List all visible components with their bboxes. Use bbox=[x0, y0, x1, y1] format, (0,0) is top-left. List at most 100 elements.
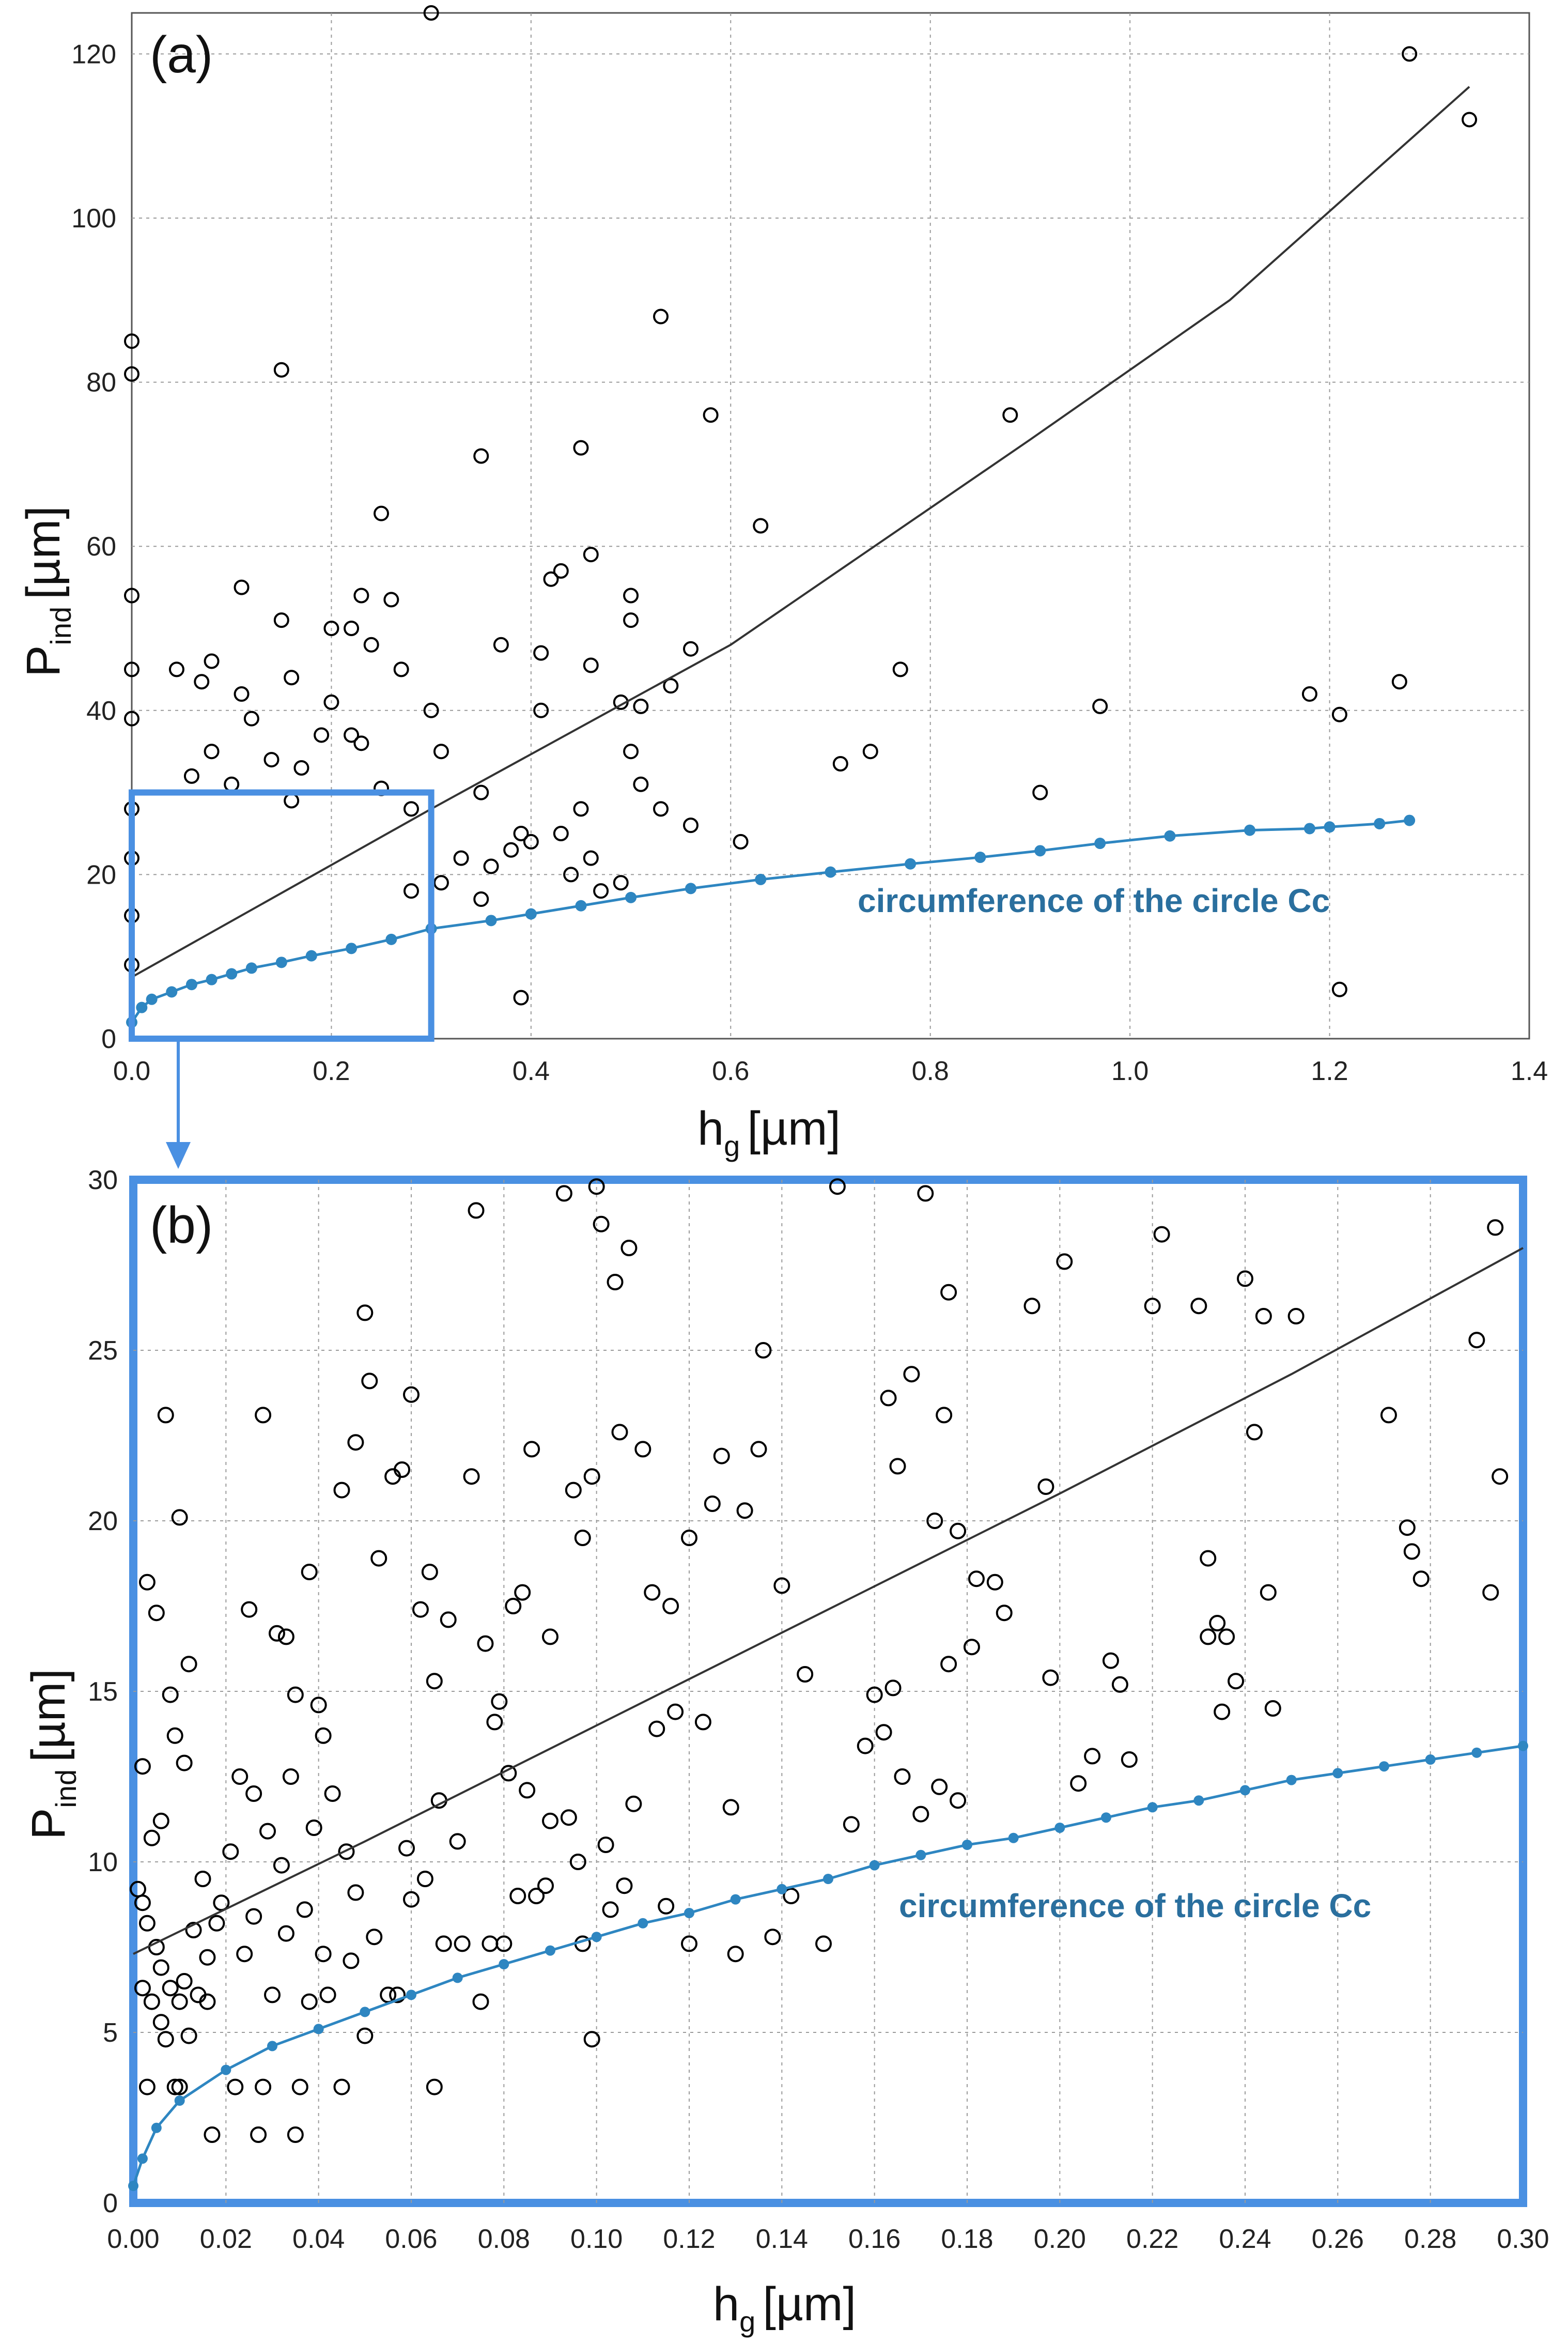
scatter-point bbox=[162, 1980, 179, 1997]
circle-cc-point bbox=[1518, 1740, 1528, 1751]
scatter-point bbox=[903, 1366, 920, 1383]
circle-cc-point bbox=[221, 2064, 231, 2075]
scatter-point bbox=[773, 1577, 790, 1594]
circle-cc-point bbox=[825, 866, 836, 878]
circle-cc-point bbox=[406, 1990, 416, 2000]
scatter-point bbox=[843, 1816, 860, 1833]
scatter-point bbox=[222, 1843, 239, 1860]
scatter-point bbox=[255, 1407, 272, 1424]
circle-cc-point bbox=[915, 1849, 926, 1860]
scatter-point bbox=[519, 1782, 536, 1799]
scatter-point bbox=[1190, 1298, 1207, 1315]
scatter-point bbox=[363, 637, 379, 653]
scatter-point bbox=[755, 1342, 772, 1359]
scatter-point bbox=[829, 1178, 846, 1195]
scatter-point bbox=[426, 2078, 443, 2095]
circle-cc-point bbox=[313, 2024, 324, 2034]
scatter-point bbox=[1032, 784, 1048, 800]
scatter-point bbox=[194, 674, 210, 690]
scatter-point bbox=[894, 1768, 911, 1785]
scatter-point bbox=[305, 1819, 322, 1836]
scatter-point bbox=[940, 1656, 957, 1673]
circle-cc-point bbox=[174, 2095, 185, 2106]
scatter-point bbox=[1402, 46, 1418, 62]
circle-cc-point bbox=[226, 968, 238, 980]
scatter-point bbox=[333, 2078, 350, 2095]
x-tick-label: 0.24 bbox=[1219, 2224, 1271, 2254]
scatter-point bbox=[374, 505, 390, 521]
scatter-point bbox=[653, 801, 669, 817]
scatter-point bbox=[1200, 1550, 1217, 1567]
scatter-point bbox=[134, 1894, 151, 1911]
x-tick-label: 0.16 bbox=[848, 2224, 901, 2254]
scatter-point bbox=[1331, 981, 1347, 997]
scatter-point bbox=[293, 760, 309, 776]
scatter-point bbox=[560, 1809, 577, 1826]
scatter-point bbox=[296, 1901, 313, 1918]
scatter-point bbox=[333, 1482, 350, 1499]
scatter-point bbox=[273, 612, 289, 628]
scatter-point bbox=[433, 744, 449, 760]
scatter-point bbox=[880, 1390, 897, 1407]
scatter-point bbox=[250, 2126, 267, 2143]
circle-cc-point bbox=[823, 1874, 833, 1884]
scatter-point bbox=[393, 661, 409, 677]
scatter-point bbox=[912, 1806, 929, 1823]
scatter-point bbox=[968, 1570, 985, 1587]
scatter-point bbox=[862, 744, 878, 760]
panel-b-gridlines bbox=[133, 1180, 1523, 2203]
scatter-point bbox=[171, 2078, 188, 2095]
scatter-point bbox=[533, 702, 549, 718]
scatter-point bbox=[1056, 1253, 1073, 1270]
scatter-point bbox=[277, 1925, 294, 1942]
scatter-point bbox=[543, 571, 559, 587]
circle-cc-point bbox=[974, 852, 986, 863]
scatter-point bbox=[194, 1871, 211, 1887]
scatter-point bbox=[542, 1812, 558, 1829]
scatter-point bbox=[168, 661, 184, 677]
scatter-point bbox=[1121, 1751, 1138, 1768]
panel-a-y-axis-title: Pind[µm] bbox=[17, 506, 77, 677]
scatter-point bbox=[344, 727, 360, 743]
y-tick-label: 120 bbox=[71, 39, 116, 69]
scatter-point bbox=[875, 1724, 892, 1741]
scatter-point bbox=[231, 1768, 249, 1785]
scatter-point bbox=[663, 678, 679, 694]
y-tick-label: 20 bbox=[88, 1506, 118, 1536]
panel-b-data-marks bbox=[128, 1178, 1528, 2191]
scatter-point bbox=[263, 752, 280, 768]
circle-cc-point bbox=[1094, 838, 1106, 850]
y-tick-label: 25 bbox=[88, 1336, 118, 1366]
circle-cc-point bbox=[1034, 845, 1046, 857]
scatter-point bbox=[477, 1635, 494, 1652]
scatter-point bbox=[681, 1935, 697, 1952]
scatter-point bbox=[583, 547, 599, 563]
scatter-point bbox=[166, 2078, 183, 2095]
scatter-point bbox=[134, 1758, 151, 1775]
scatter-point bbox=[936, 1407, 953, 1424]
scatter-point bbox=[623, 744, 639, 760]
scatter-point bbox=[1391, 674, 1407, 690]
circle-cc-point bbox=[1404, 814, 1416, 826]
circle-cc-point bbox=[1244, 824, 1255, 836]
circle-cc-point bbox=[166, 986, 178, 998]
x-tick-label: 0.04 bbox=[292, 2224, 345, 2254]
scatter-point bbox=[315, 1946, 332, 1963]
scatter-point bbox=[583, 657, 599, 673]
scatter-point bbox=[653, 309, 669, 325]
scatter-point bbox=[353, 735, 369, 751]
x-tick-label: 0.30 bbox=[1497, 2224, 1549, 2254]
scatter-point bbox=[509, 1888, 526, 1904]
panel-b-x-axis-title: hg [µm] bbox=[713, 2278, 856, 2338]
circle-cc-point bbox=[638, 1918, 648, 1929]
circle-cc-point bbox=[1379, 1761, 1389, 1772]
scatter-point bbox=[1228, 1673, 1245, 1690]
scatter-point bbox=[412, 1601, 429, 1618]
circle-cc-point bbox=[755, 873, 767, 885]
scatter-point bbox=[473, 891, 489, 907]
scatter-point bbox=[199, 1993, 216, 2010]
scatter-point bbox=[593, 883, 609, 899]
scatter-point bbox=[563, 867, 579, 883]
scatter-point bbox=[180, 1656, 197, 1673]
scatter-point bbox=[152, 1959, 169, 1976]
